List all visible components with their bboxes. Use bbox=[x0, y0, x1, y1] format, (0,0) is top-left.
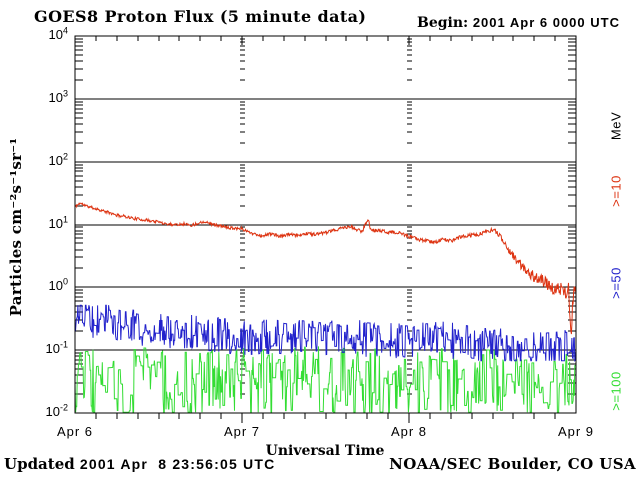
series-label-100: >=100 bbox=[608, 371, 624, 411]
chart-title: GOES8 Proton Flux (5 minute data) bbox=[34, 7, 367, 26]
y-tick-label-10e-1: 10-1 bbox=[45, 339, 68, 357]
y-tick-label-10e1: 101 bbox=[48, 214, 68, 231]
begin-value-text: 2001 Apr 6 0000 UTC bbox=[472, 15, 620, 30]
updated-timestamp: Updated 2001 Apr 8 23:56:05 UTC bbox=[4, 455, 275, 473]
y-tick-label-10e-2: 10-2 bbox=[45, 402, 68, 419]
grid-lines bbox=[75, 36, 576, 423]
x-tick-label-apr-6: Apr 6 bbox=[56, 424, 94, 439]
x-tick-label-apr-9: Apr 9 bbox=[557, 424, 595, 439]
series-label-50: >=50 bbox=[608, 267, 624, 299]
plot-frame bbox=[74, 35, 577, 414]
y-tick-label-10e3: 103 bbox=[48, 88, 68, 105]
x-tick-label-apr-7: Apr 7 bbox=[223, 424, 261, 439]
x-axis-title: Universal Time bbox=[265, 443, 385, 459]
credit-text: NOAA/SEC Boulder, CO USA bbox=[389, 455, 636, 473]
updated-label: Updated bbox=[4, 455, 75, 473]
y-tick-label-10e0: 100 bbox=[48, 277, 68, 294]
right-axis-unit-label: MeV bbox=[608, 111, 624, 141]
begin-label: Begin: bbox=[417, 15, 469, 31]
flux-series bbox=[75, 202, 576, 413]
begin-timestamp: Begin: 2001 Apr 6 0000 UTC bbox=[417, 15, 620, 31]
y-axis-title: Particles cm⁻²s⁻¹sr⁻¹ bbox=[7, 137, 25, 317]
flux-series-path-10 bbox=[75, 202, 576, 335]
y-tick-label-10e4: 104 bbox=[48, 25, 68, 42]
y-tick-label-10e2: 102 bbox=[48, 151, 68, 168]
series-label-10: >=10 bbox=[608, 175, 624, 207]
flux-series-path-100 bbox=[75, 346, 576, 413]
flux-series-path-50 bbox=[75, 304, 576, 362]
x-tick-label-apr-8: Apr 8 bbox=[390, 424, 428, 439]
updated-value: 2001 Apr 8 23:56:05 UTC bbox=[79, 456, 276, 472]
